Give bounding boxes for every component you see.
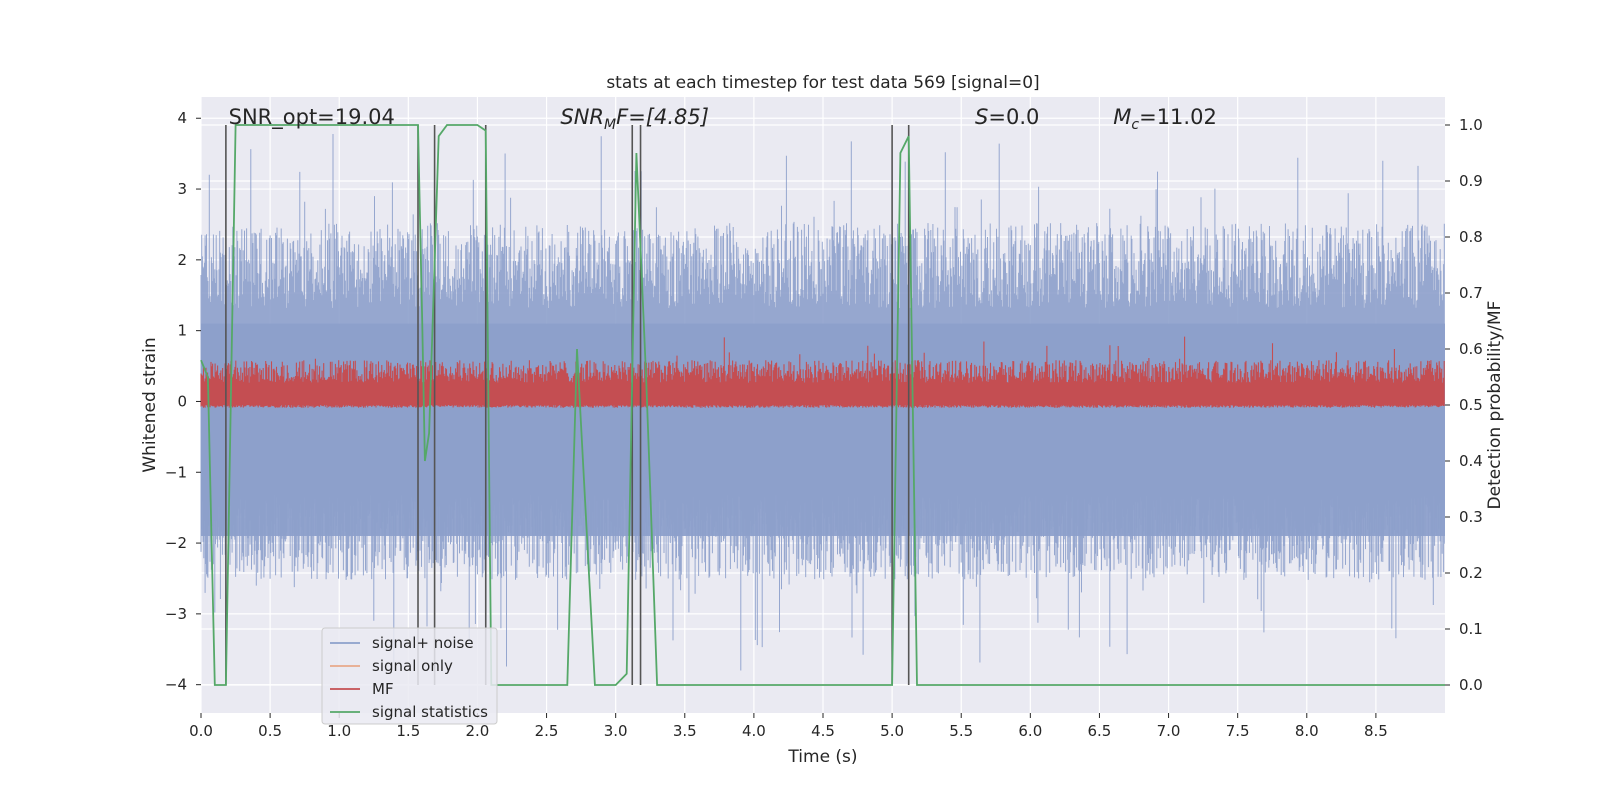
x-tick-label: 4.0 (742, 722, 766, 740)
x-tick-label: 7.5 (1226, 722, 1250, 740)
signal-noise-series (200, 134, 1445, 671)
annotation-snr-mf-base: SNR (560, 105, 604, 129)
y2-tick-label: 0.3 (1459, 508, 1483, 526)
annotation-s-sym: S (975, 105, 988, 129)
x-tick-label: 1.0 (327, 722, 351, 740)
y-tick-label: 2 (177, 251, 187, 269)
y-tick-label: 3 (177, 180, 187, 198)
y2-tick-label: 1.0 (1459, 116, 1483, 134)
y-tick-label: 4 (177, 109, 187, 127)
y-tick-label: −3 (165, 605, 187, 623)
annotation-mc: Mc=11.02 (1113, 105, 1217, 133)
y2-tick-label: 0.8 (1459, 228, 1483, 246)
y-tick-label: −1 (165, 463, 187, 481)
annotation-mc-sym: M (1113, 105, 1131, 129)
y-axis-label: Whitened strain (140, 337, 160, 472)
signal-statistics-line (200, 124, 1445, 686)
y2-tick-label: 0.2 (1459, 564, 1483, 582)
x-tick-label: 7.0 (1157, 722, 1181, 740)
y2-tick-label: 0.7 (1459, 284, 1483, 302)
y-tick-label: −2 (165, 534, 187, 552)
tick-labels: 0.0 0.5 1.0 1.5 2.0 2.5 3.0 3.5 4.0 4.5 5.0 5.5 6.0 6… (165, 109, 1483, 740)
annotation-s: S=0.0 (975, 105, 1039, 129)
x-axis-label: Time (s) (787, 747, 857, 767)
y2-tick-label: 0.6 (1459, 340, 1483, 358)
x-tick-label: 0.5 (258, 722, 282, 740)
legend-label-signal-only: signal only (372, 657, 453, 675)
legend: signal+ noise signal only MF signal stat… (321, 627, 498, 725)
x-tick-label: 8.5 (1364, 722, 1388, 740)
annotation-snr-mf: SNRMF=[4.85] (560, 105, 709, 133)
x-tick-label: 5.5 (949, 722, 973, 740)
x-tick-label: 5.0 (880, 722, 904, 740)
annotation-mc-value: =11.02 (1139, 105, 1217, 129)
y2-tick-label: 0.1 (1459, 620, 1483, 638)
y2-tick-label: 0.0 (1459, 676, 1483, 694)
legend-label-mf: MF (372, 680, 394, 698)
signal-statistics-series (200, 124, 1445, 686)
legend-label-signal-noise: signal+ noise (372, 634, 474, 652)
annotation-snr-mf-sub: M (604, 117, 616, 133)
y-tick-label: 1 (177, 322, 187, 340)
x-tick-label: 3.5 (673, 722, 697, 740)
x-tick-label: 6.0 (1018, 722, 1042, 740)
annotation-mc-sub: c (1131, 117, 1139, 133)
chart-title: stats at each timestep for test data 569… (606, 73, 1039, 93)
x-tick-label: 6.5 (1088, 722, 1112, 740)
legend-label-signal-statistics: signal statistics (372, 703, 488, 721)
y-tick-label: 0 (177, 392, 187, 410)
y-tick-label: −4 (165, 676, 187, 694)
annotation-snr-mf-f: F=[4.85] (616, 105, 709, 129)
annotation-snr-opt: SNR_opt=19.04 (229, 105, 395, 130)
annotation-s-value: =0.0 (988, 105, 1039, 129)
y2-axis-label: Detection probability/MF (1485, 301, 1505, 510)
x-tick-label: 8.0 (1295, 722, 1319, 740)
y2-tick-label: 0.9 (1459, 172, 1483, 190)
x-tick-label: 4.5 (811, 722, 835, 740)
x-tick-label: 3.0 (604, 722, 628, 740)
x-tick-label: 2.0 (466, 722, 490, 740)
x-tick-label: 2.5 (535, 722, 559, 740)
y2-tick-label: 0.5 (1459, 396, 1483, 414)
x-tick-label: 1.5 (396, 722, 420, 740)
legend-box (321, 627, 498, 725)
y2-tick-label: 0.4 (1459, 452, 1483, 470)
x-tick-label: 0.0 (189, 722, 213, 740)
